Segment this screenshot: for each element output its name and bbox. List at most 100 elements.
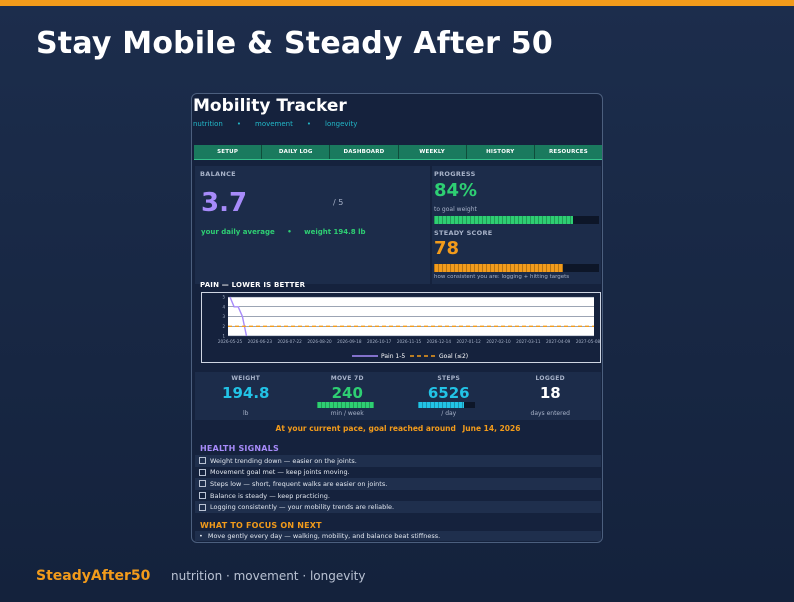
x-tick-label: 2026-11-15: [397, 339, 422, 344]
stat-steps-bar-fill: [418, 402, 464, 408]
signal-icon: [199, 480, 206, 488]
x-tick-label: 2027-02-10: [486, 339, 511, 344]
signal-text: Steps low — short, frequent walks are ea…: [210, 479, 388, 488]
stat-weight-label: WEIGHT: [231, 375, 261, 382]
stat-move-unit: min / week: [330, 410, 364, 417]
x-tick-label: 2026-06-23: [248, 339, 273, 344]
stat-weight-unit: lb: [243, 410, 249, 417]
y-tick-label: 5: [222, 295, 225, 300]
steady-score-subtitle: how consistent you are: logging + hittin…: [434, 274, 570, 280]
stat-weight: WEIGHT 194.8 lb: [195, 372, 297, 420]
tagline-movement: movement: [255, 120, 293, 128]
signal-text: Weight trending down — easier on the joi…: [210, 456, 357, 465]
steady-score-value: 78: [434, 238, 460, 259]
balance-subtitle: your daily average • weight 194.8 lb: [201, 228, 366, 236]
y-tick-label: 3: [222, 314, 225, 319]
steady-score-label: STEADY SCORE: [434, 229, 493, 237]
stat-move-bar: [316, 402, 374, 408]
stat-steps-label: STEPS: [437, 375, 461, 382]
signal-text: Logging consistently — your mobility tre…: [210, 503, 395, 512]
x-tick-label: 2027-01-12: [456, 339, 481, 344]
x-tick-label: 2026-12-14: [427, 339, 452, 344]
pain-chart-title: PAIN — LOWER IS BETTER: [200, 281, 306, 289]
footer-brand: SteadyAfter50: [36, 568, 151, 584]
nav-tabs: SETUP DAILY LOG DASHBOARD WEEKLY HISTORY…: [194, 145, 602, 160]
app-tagline: nutrition • movement • longevity: [193, 120, 357, 128]
pace-text: At your current pace, goal reached aroun…: [275, 424, 456, 433]
stat-move-label: MOVE 7D: [330, 375, 364, 382]
list-item: Logging consistently — your mobility tre…: [195, 501, 601, 513]
top-accent-bar: [0, 0, 794, 6]
stat-logged-label: LOGGED: [535, 375, 565, 382]
signal-text: Movement goal met — keep joints moving.: [210, 468, 350, 477]
stat-steps-unit: / day: [441, 410, 457, 417]
stat-weight-value: 194.8: [222, 384, 270, 402]
x-tick-label: 2026-05-25: [218, 339, 243, 344]
pace-date: June 14, 2026: [462, 424, 521, 433]
signal-text: Balance is steady — keep practicing.: [210, 491, 330, 500]
list-item: Movement goal met — keep joints moving.: [195, 467, 601, 479]
x-tick-label: 2027-04-09: [546, 339, 571, 344]
stat-logged-unit: days entered: [530, 410, 570, 417]
y-tick-label: 4: [222, 304, 225, 309]
stat-steps: STEPS 6526 / day: [398, 372, 500, 420]
stat-move-value: 240: [331, 384, 363, 402]
focus-text: Move gently every day — walking, mobilit…: [207, 532, 441, 540]
balance-label: BALANCE: [200, 170, 236, 178]
progress-value: 84%: [434, 180, 478, 201]
x-tick-label: 2026-10-17: [367, 339, 392, 344]
pain-chart-svg: 1 2 3 4 5 2026-05-25 2026-06-23 2026-07-22 2026-…: [218, 295, 601, 361]
balance-subtitle-separator: •: [287, 228, 292, 236]
progress-card: PROGRESS 84% to goal weight STEADY SCORE…: [432, 166, 601, 284]
stat-move-bar-fill: [316, 402, 374, 408]
signal-icon: [199, 457, 206, 465]
balance-card: BALANCE 3.7 / 5 your daily average • wei…: [195, 166, 430, 284]
x-tick-label: 2026-07-22: [277, 339, 302, 344]
tagline-longevity: longevity: [325, 120, 358, 128]
tab-daily-log[interactable]: DAILY LOG: [262, 145, 331, 159]
x-tick-label: 2027-03-11: [516, 339, 541, 344]
app-title: Mobility Tracker: [193, 96, 347, 116]
stats-row: WEIGHT 194.8 lb MOVE 7D 240 min / week S…: [195, 372, 601, 420]
tab-resources[interactable]: RESOURCES: [549, 149, 588, 155]
tagline-nutrition: nutrition: [193, 120, 223, 128]
signal-icon: [199, 503, 206, 511]
tab-history[interactable]: HISTORY: [467, 145, 535, 159]
x-tick-label: 2026-09-18: [337, 339, 362, 344]
focus-title: WHAT TO FOCUS ON NEXT: [200, 521, 322, 530]
tab-dashboard[interactable]: DASHBOARD: [330, 145, 399, 159]
steady-score-bar-fill: [434, 264, 563, 272]
legend-pain-label: Pain 1-5: [381, 353, 405, 360]
balance-max: / 5: [333, 198, 344, 207]
footer-tagline: nutrition · movement · longevity: [171, 569, 366, 583]
y-tick-label: 2: [222, 324, 225, 329]
mobility-tracker-window: Mobility Tracker nutrition • movement • …: [191, 93, 603, 543]
focus-bullet: •: [199, 532, 203, 540]
legend-goal-label: Goal (≤2): [439, 353, 468, 360]
progress-subtitle: to goal weight: [434, 206, 477, 213]
stat-logged: LOGGED 18 days entered: [500, 372, 602, 420]
steady-score-bar: [434, 264, 599, 272]
balance-subtitle-left: your daily average: [201, 228, 275, 236]
progress-label: PROGRESS: [434, 170, 476, 178]
x-tick-label: 2027-05-08: [576, 339, 601, 344]
progress-bar-fill: [434, 216, 573, 224]
signal-icon: [199, 468, 206, 476]
health-signals-list: Weight trending down — easier on the joi…: [195, 455, 601, 513]
tab-setup[interactable]: SETUP: [194, 145, 263, 159]
tagline-separator: •: [306, 120, 311, 128]
health-signals-title: HEALTH SIGNALS: [200, 444, 279, 453]
pace-projection: At your current pace, goal reached aroun…: [192, 424, 602, 433]
stat-steps-bar: [418, 402, 475, 408]
progress-bar: [434, 216, 599, 224]
list-item: Balance is steady — keep practicing.: [195, 490, 601, 502]
stat-move: MOVE 7D 240 min / week: [297, 372, 399, 420]
focus-item: • Move gently every day — walking, mobil…: [195, 531, 601, 541]
list-item: Steps low — short, frequent walks are ea…: [195, 478, 601, 490]
balance-value: 3.7: [201, 188, 248, 218]
pain-chart: 1 2 3 4 5 2026-05-25 2026-06-23 2026-07-22 2026-…: [201, 292, 601, 363]
tagline-separator: •: [236, 120, 241, 128]
balance-subtitle-right: weight 194.8 lb: [304, 228, 366, 236]
tab-weekly[interactable]: WEEKLY: [399, 145, 467, 159]
stat-steps-value: 6526: [427, 384, 470, 402]
